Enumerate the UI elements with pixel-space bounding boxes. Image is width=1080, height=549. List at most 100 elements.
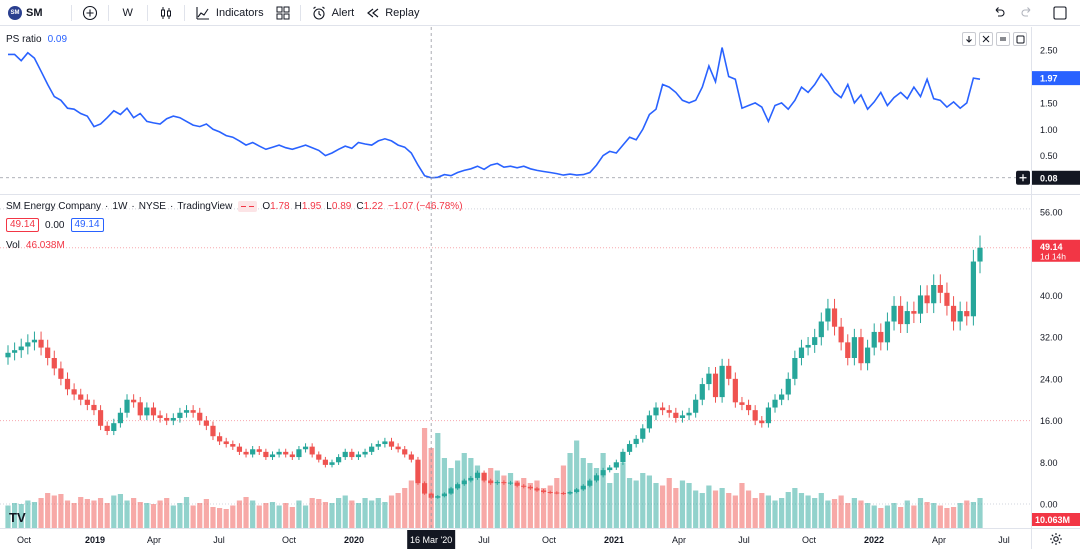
- volume-bar: [745, 490, 752, 528]
- chart-settings-button[interactable]: [1031, 528, 1080, 549]
- volume-bar: [402, 488, 408, 528]
- undo-button[interactable]: [992, 0, 1006, 26]
- volume-bar: [864, 503, 871, 528]
- candle-body: [845, 342, 851, 358]
- candle-body: [964, 311, 970, 317]
- candle-body: [309, 446, 315, 455]
- ask-box[interactable]: 49.14: [70, 218, 104, 232]
- candle-body: [51, 358, 57, 369]
- last-price-badge-text: 49.14: [1040, 242, 1063, 252]
- undo-icon: [995, 7, 1005, 17]
- close-icon: [982, 35, 990, 43]
- candle-body: [441, 493, 448, 497]
- volume-bar: [131, 498, 137, 528]
- volume-bar: [898, 507, 904, 528]
- candle-body: [574, 489, 580, 493]
- volume-bar: [395, 493, 401, 528]
- replay-button[interactable]: Replay: [360, 0, 425, 26]
- candle-body: [540, 490, 547, 493]
- legend-separator: ·: [169, 201, 174, 212]
- templates-button[interactable]: [270, 0, 296, 26]
- symbol-label: SM: [26, 6, 43, 19]
- volume-bar: [732, 495, 738, 528]
- candle-body: [329, 462, 335, 465]
- volume-bar: [514, 480, 520, 528]
- volume-bar: [765, 495, 772, 528]
- candle-body: [216, 436, 223, 442]
- pane-controls: [962, 32, 1027, 46]
- volume-bar: [825, 500, 831, 528]
- candle-body: [593, 475, 600, 481]
- toolbar-divider: [183, 4, 185, 21]
- pane-close-button[interactable]: [979, 32, 993, 46]
- volume-bar: [5, 505, 11, 528]
- pane-move-down-button[interactable]: [962, 32, 976, 46]
- ps-scale-tick: 1.00: [1040, 125, 1058, 135]
- candle-body: [633, 438, 639, 445]
- price-chart: TV: [0, 195, 1031, 528]
- time-axis-tick: Apr: [932, 535, 946, 545]
- candle-body: [812, 337, 818, 345]
- time-axis-tick: Apr: [147, 535, 161, 545]
- volume-bar: [448, 468, 454, 528]
- volume-bar: [144, 503, 150, 528]
- candle-body: [177, 412, 183, 418]
- volume-bar: [891, 503, 897, 528]
- price-pane[interactable]: TV SM Energy Company · 1W · NYSE · Tradi…: [0, 195, 1031, 528]
- redo-button[interactable]: [1020, 0, 1034, 26]
- volume-bar: [362, 498, 368, 528]
- volume-bar: [924, 502, 930, 528]
- volume-bar: [884, 505, 891, 528]
- pane-maximize-button[interactable]: [1013, 32, 1027, 46]
- time-axis-tick: Jul: [738, 535, 750, 545]
- price-scale[interactable]: 56.0048.0040.0032.0024.0016.008.000.0049…: [1031, 195, 1080, 528]
- volume-bar: [25, 500, 31, 528]
- indicators-button[interactable]: Indicators: [189, 0, 270, 26]
- candle-body: [950, 305, 957, 322]
- candle-body: [455, 484, 461, 489]
- ps-ratio-line: [8, 47, 981, 179]
- interval-button[interactable]: W: [113, 0, 143, 26]
- volume-bar: [197, 503, 203, 528]
- legend-toggle-button[interactable]: [238, 201, 258, 212]
- symbol-search-button[interactable]: SM SM: [2, 0, 49, 26]
- candle-body: [699, 384, 705, 400]
- volume-bar: [283, 503, 289, 528]
- time-axis-svg: Oct 2019 Apr Jul Oct 2020 Apr Jul Oct 2021 Apr Jul O…: [17, 530, 1010, 549]
- compare-button[interactable]: [76, 0, 104, 26]
- quote-legend: 49.14 0.00 49.14: [6, 218, 110, 232]
- volume-bar: [302, 505, 309, 528]
- candle-body: [831, 308, 838, 327]
- candle-body: [527, 486, 533, 489]
- volume-bar: [203, 499, 209, 528]
- high-label: H: [294, 201, 302, 212]
- volume-bar: [474, 465, 481, 528]
- volume-bar: [653, 483, 659, 528]
- volume-bar: [388, 495, 395, 528]
- volume-bar: [31, 502, 38, 528]
- volume-bar: [309, 498, 315, 528]
- candle-body: [421, 483, 428, 494]
- fullscreen-button[interactable]: [1052, 0, 1068, 26]
- ps-crosshair-badge: [1032, 170, 1080, 185]
- volume-bar: [871, 505, 877, 528]
- candle-body: [256, 449, 262, 452]
- open-label: O: [262, 201, 271, 212]
- ps-ratio-pane[interactable]: PS ratio 0.09: [0, 27, 1031, 194]
- volume-bar: [210, 507, 216, 528]
- pane-divider[interactable]: [0, 194, 1080, 195]
- candle-body: [752, 410, 758, 421]
- ps-crosshair-badge-text: 0.08: [1040, 173, 1058, 183]
- ps-ratio-price-scale[interactable]: 2.502.001.501.000.501.970.08: [1031, 27, 1080, 194]
- indicators-label: Indicators: [215, 6, 264, 19]
- time-axis[interactable]: Oct 2019 Apr Jul Oct 2020 Apr Jul Oct 2021 Apr Jul O…: [0, 528, 1031, 549]
- pane-collapse-button[interactable]: [996, 32, 1010, 46]
- chart-type-button[interactable]: [152, 0, 180, 26]
- bid-box[interactable]: 49.14: [6, 218, 40, 232]
- volume-badge: [1032, 513, 1080, 526]
- candle-body: [726, 365, 732, 379]
- volume-bar: [97, 498, 104, 528]
- volume-bar: [540, 488, 547, 528]
- top-toolbar: SM SM W Indicators Alert Replay: [0, 0, 1080, 26]
- alert-button[interactable]: Alert: [305, 0, 361, 26]
